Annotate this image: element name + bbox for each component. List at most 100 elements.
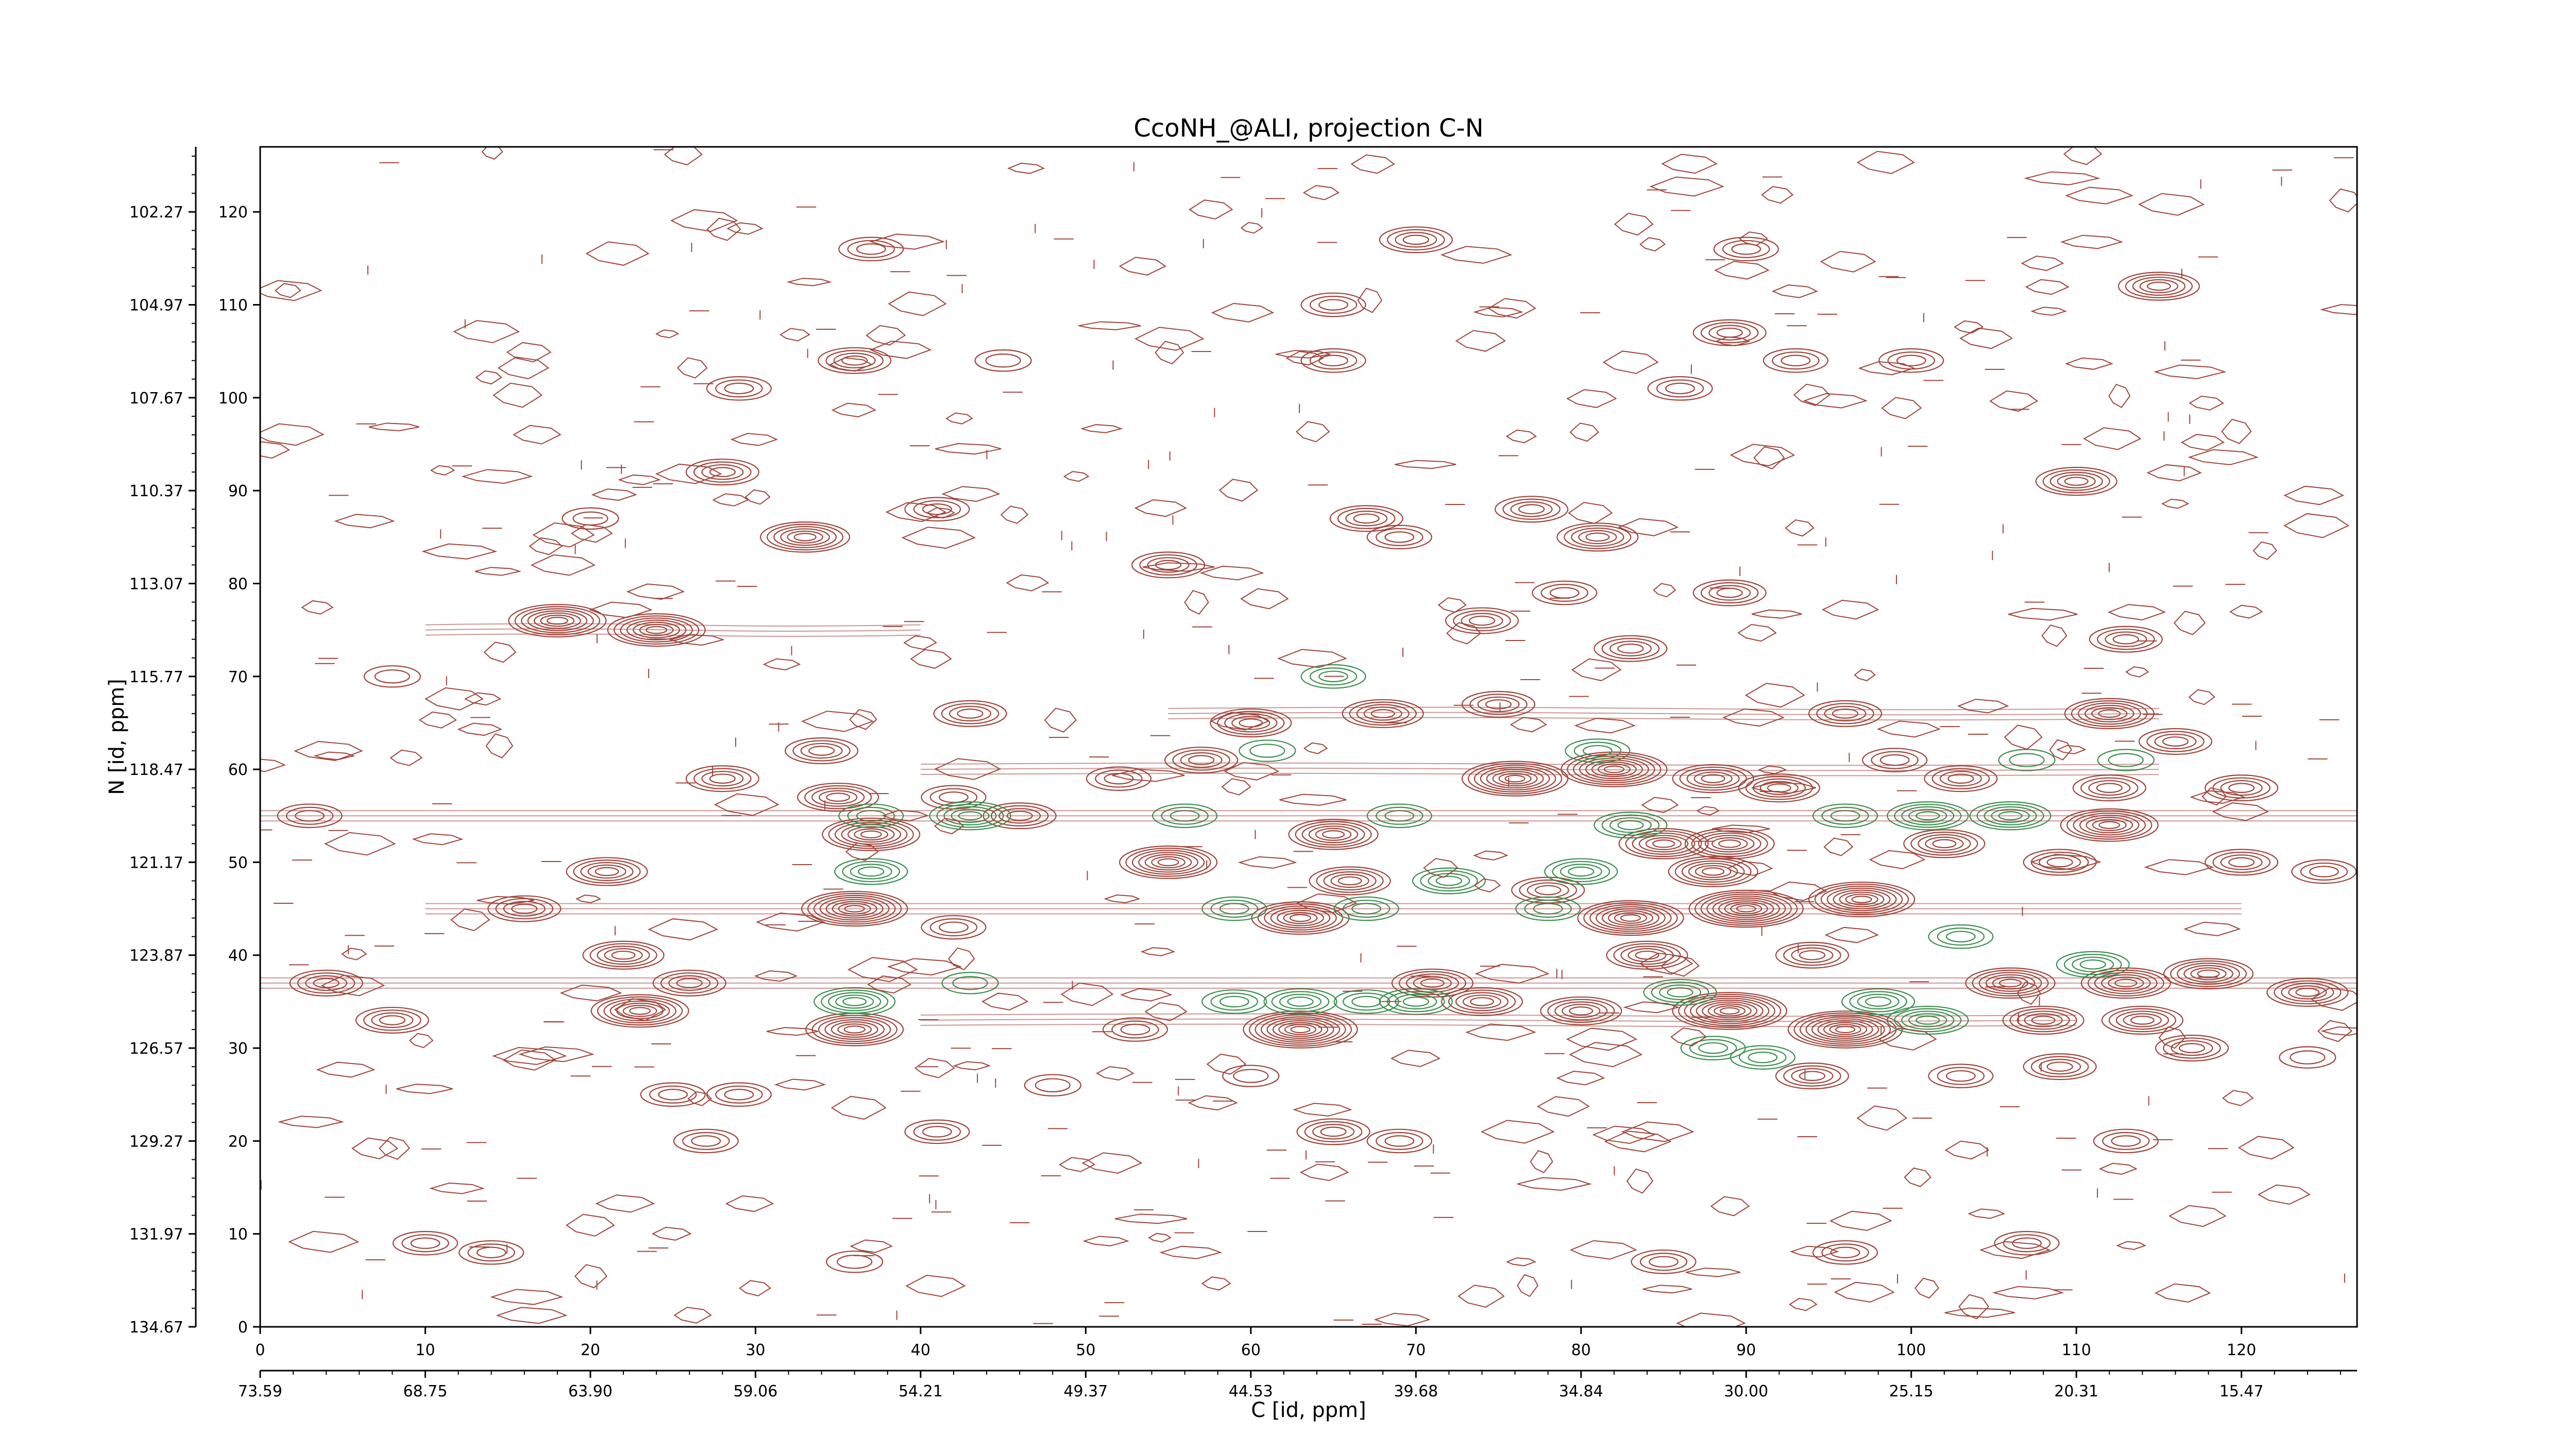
negative-contour [834, 858, 908, 885]
positive-contour [2220, 780, 2263, 796]
positive-contour [2178, 1043, 2206, 1053]
positive-contour [1086, 766, 1152, 791]
noise-contour [502, 1049, 556, 1071]
positive-contour [459, 1240, 524, 1265]
noise-contour [294, 740, 363, 762]
noise-contour [1199, 565, 1264, 581]
noise-contour [2030, 853, 2102, 871]
positive-contour [1681, 860, 1745, 883]
positive-contour [2190, 967, 2227, 981]
positive-contour [1301, 823, 1365, 846]
ridge-contour [425, 633, 921, 637]
positive-contour [1691, 830, 1768, 857]
noise-contour [412, 833, 464, 846]
noise-contour [2329, 188, 2357, 213]
positive-contour [1316, 869, 1384, 893]
x-ppm-tick-label: 34.84 [1559, 1382, 1603, 1401]
positive-contour [595, 867, 619, 876]
noise-contour [2060, 234, 2124, 249]
noise-contour [1155, 341, 1184, 365]
noise-contour [1714, 261, 1770, 280]
noise-contour [881, 809, 929, 821]
positive-contour [1448, 989, 1516, 1014]
noise-contour [1390, 1050, 1441, 1067]
positive-contour [1635, 950, 1659, 960]
noise-contour [1771, 284, 1818, 298]
noise-contour [1059, 1157, 1096, 1172]
noise-contour [847, 957, 918, 983]
noise-contour [2065, 187, 2134, 205]
positive-contour [1304, 1121, 1363, 1142]
positive-contour [1290, 1025, 1311, 1034]
noise-contour [1184, 589, 1209, 615]
positive-contour [1498, 772, 1532, 785]
noise-contour [1958, 1294, 1989, 1320]
positive-contour [2039, 1058, 2081, 1075]
noise-contour [981, 992, 1029, 1010]
ridge-contour [920, 1023, 2077, 1027]
positive-contour [622, 1005, 657, 1017]
noise-contour [418, 711, 457, 729]
noise-contour [2116, 1241, 2147, 1250]
noise-contour [1639, 237, 1666, 252]
y-tick-label: 90 [228, 482, 248, 500]
noise-contour [1120, 988, 1173, 1002]
positive-contour [1157, 858, 1179, 867]
noise-contour [2158, 1026, 2186, 1049]
positive-contour [1353, 513, 1380, 524]
x-ppm-tick-label: 30.00 [1724, 1382, 1768, 1401]
positive-contour [1620, 914, 1641, 922]
positive-contour [1692, 579, 1767, 606]
positive-contour [1288, 819, 1379, 850]
noise-contour [1568, 502, 1613, 525]
noise-contour [313, 751, 355, 761]
noise-contour [664, 147, 703, 165]
negative-contour [1680, 1036, 1746, 1060]
positive-contour [1477, 696, 1520, 713]
noise-contour [1738, 231, 1768, 246]
positive-contour [589, 943, 657, 968]
positive-contour [685, 459, 759, 486]
positive-contour [1824, 705, 1867, 722]
x-tick-label: 20 [581, 1341, 600, 1359]
noise-contour [1536, 1096, 1590, 1117]
positive-contour [1707, 1003, 1752, 1019]
positive-contour [1376, 528, 1423, 546]
positive-contour [1231, 716, 1270, 730]
noise-contour [1649, 176, 1724, 197]
noise-contour [1505, 1257, 1537, 1267]
positive-contour [374, 669, 410, 684]
y-tick-label: 10 [228, 1226, 248, 1244]
positive-contour [640, 1082, 706, 1107]
noise-contour [2320, 1026, 2357, 1036]
negative-contour [1249, 744, 1285, 758]
positive-contour [939, 791, 969, 803]
noise-contour [1296, 421, 1330, 443]
positive-contour [1571, 527, 1624, 547]
x-ppm-tick-label: 15.47 [2219, 1382, 2264, 1401]
positive-contour [1118, 845, 1218, 879]
noise-contour [574, 1264, 608, 1289]
noise-contour [829, 357, 873, 372]
noise-contour [786, 278, 832, 286]
positive-contour [1510, 501, 1553, 517]
positive-contour [1461, 761, 1569, 797]
positive-contour [800, 743, 843, 759]
positive-contour [1111, 1020, 1159, 1039]
positive-contour [1589, 904, 1672, 932]
positive-contour [1289, 914, 1311, 922]
positive-contour [2288, 985, 2327, 1000]
noise-contour [1710, 1196, 1750, 1217]
positive-contour [467, 1243, 515, 1262]
ridge-contour [425, 628, 921, 632]
positive-contour [2146, 281, 2171, 291]
negative-contour [1582, 745, 1613, 757]
negative-contour [1945, 931, 1976, 942]
noise-contour [869, 233, 945, 250]
positive-contour [1320, 1126, 1347, 1137]
negative-contour [1552, 861, 1611, 883]
positive-contour [1762, 348, 1828, 373]
positive-contour [2102, 1132, 2150, 1150]
positive-contour [1342, 699, 1424, 729]
